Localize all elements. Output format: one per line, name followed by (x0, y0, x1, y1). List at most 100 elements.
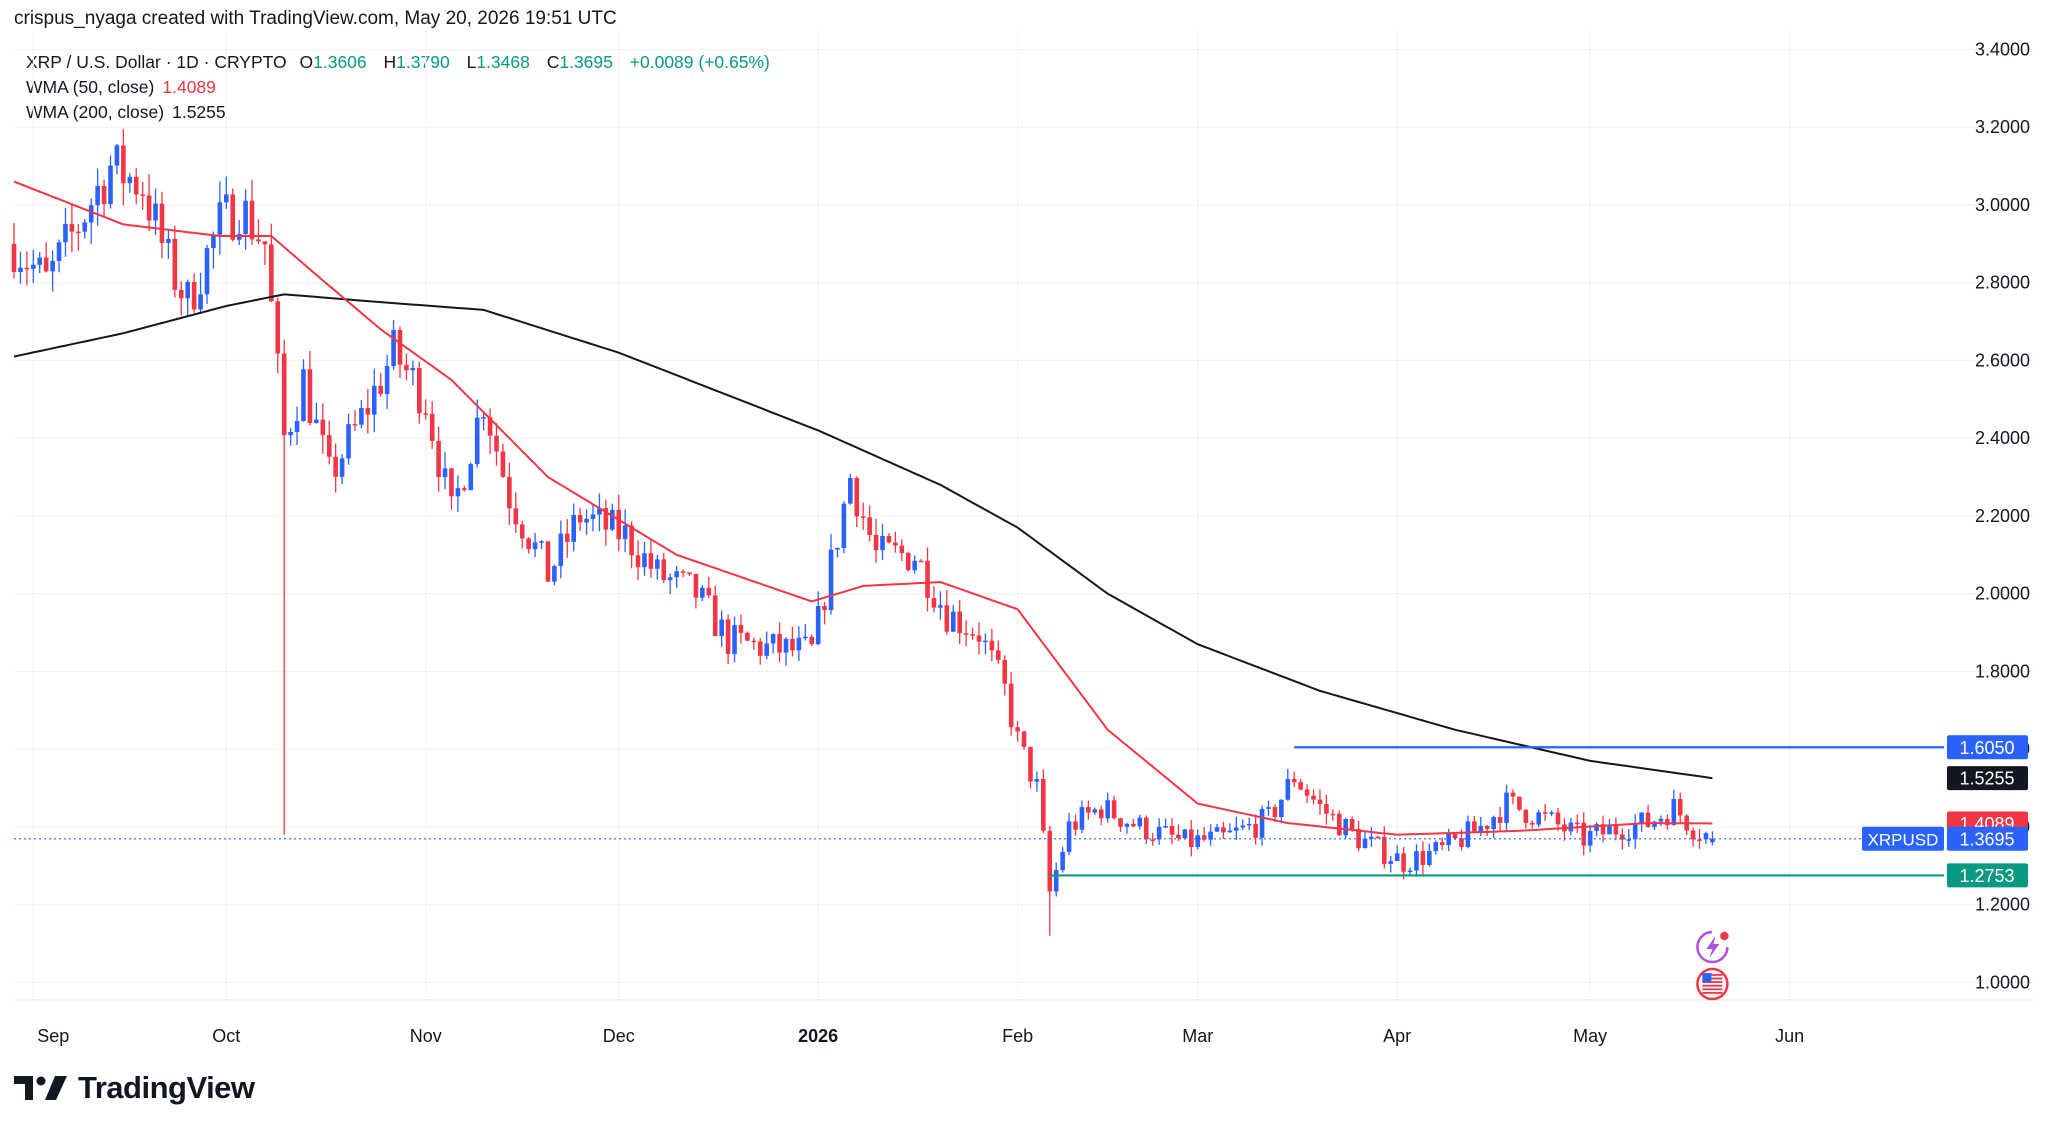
candle (976, 622, 982, 655)
candle-body (127, 176, 133, 184)
candle (944, 590, 950, 635)
candle-body (442, 468, 448, 478)
candle-body (146, 195, 152, 221)
candle-body (307, 369, 313, 424)
candle-body (564, 533, 570, 542)
candle (346, 413, 351, 465)
candle-body (1529, 822, 1535, 825)
candle (243, 189, 248, 250)
candle-body (539, 541, 544, 543)
candle-body (1176, 834, 1181, 839)
candle-body (918, 560, 924, 563)
candle (37, 252, 43, 274)
price-badge: 1.2753 (1947, 863, 2028, 888)
candle-body (1375, 836, 1381, 839)
candle (1343, 817, 1348, 838)
y-tick-label: 3.4000 (1975, 39, 2030, 59)
candle (429, 401, 435, 449)
candle (1304, 784, 1310, 804)
candle (642, 541, 647, 576)
candle (1156, 818, 1162, 845)
candle-body (1632, 823, 1638, 840)
candle-body (1131, 823, 1136, 827)
candle-body (828, 549, 834, 611)
candle-body (912, 560, 917, 571)
candle-body (1002, 659, 1008, 684)
candle (764, 631, 769, 660)
candle-body (610, 509, 615, 530)
candle (114, 144, 120, 175)
candle-body (629, 525, 634, 556)
candle-body (616, 509, 622, 540)
candle-body (519, 524, 525, 539)
candle-body (1253, 823, 1258, 838)
candle-body (1555, 812, 1561, 825)
candle (82, 218, 88, 239)
wma50-line (13, 180, 1713, 836)
candle (687, 572, 692, 577)
candle (1472, 815, 1477, 832)
candle (359, 399, 364, 429)
flag-stripe (1702, 977, 1723, 980)
candle-body (429, 413, 435, 441)
candle (1517, 796, 1522, 812)
candle (397, 326, 403, 379)
candle (1221, 821, 1226, 839)
legend-close-label: C (546, 52, 560, 72)
candle (873, 518, 879, 563)
candle-body (1677, 799, 1683, 816)
candle (1710, 831, 1715, 846)
candle (938, 591, 943, 620)
candle-body (1484, 825, 1490, 830)
candle (1105, 792, 1110, 823)
candle (783, 637, 789, 666)
candle-body (1169, 826, 1175, 835)
candle-body (1330, 813, 1336, 816)
candle-body (1401, 853, 1406, 872)
candle-body (925, 560, 930, 598)
candle (127, 172, 133, 193)
candle (76, 224, 81, 251)
legend-low-label: L (466, 52, 477, 72)
candle-body (700, 587, 705, 598)
candle (1047, 825, 1053, 936)
candle-body (680, 571, 686, 573)
candle-body (384, 366, 390, 395)
candle-body (1073, 821, 1078, 830)
candle (577, 507, 583, 531)
candle-body (76, 231, 81, 234)
candle-body (886, 535, 892, 543)
candle-body (1607, 825, 1612, 835)
candle-body (481, 417, 486, 419)
candle (880, 524, 885, 561)
y-tick-label: 2.6000 (1975, 350, 2030, 370)
candle (828, 533, 834, 615)
candle-body (275, 301, 281, 354)
candle (1317, 789, 1323, 815)
candle (552, 564, 557, 586)
x-tick-label: Jun (1775, 1026, 1804, 1046)
candle (95, 168, 100, 226)
candle (706, 576, 712, 599)
candle (996, 640, 1001, 665)
candle-body (777, 634, 782, 653)
candle-body (1652, 821, 1657, 827)
candle-body (1047, 830, 1053, 892)
price-chart[interactable]: 1.00001.20001.40001.60001.80002.00002.20… (0, 0, 2048, 1070)
candle (1562, 818, 1567, 841)
candle-body (455, 488, 461, 497)
price-badge-label-bg (1862, 826, 1944, 851)
candle-body (1356, 828, 1361, 849)
candle (770, 633, 776, 654)
candle-body (1234, 827, 1239, 831)
candle (1137, 814, 1143, 830)
candle (275, 297, 281, 374)
candle (487, 408, 493, 455)
candle-body (1021, 731, 1027, 747)
candle-body (1600, 824, 1606, 835)
candle-body (1504, 792, 1509, 823)
candle (133, 168, 139, 205)
price-badge: 1.5255 (1947, 766, 2028, 791)
candle-body (507, 476, 512, 509)
legend-open-label: O (299, 52, 314, 72)
